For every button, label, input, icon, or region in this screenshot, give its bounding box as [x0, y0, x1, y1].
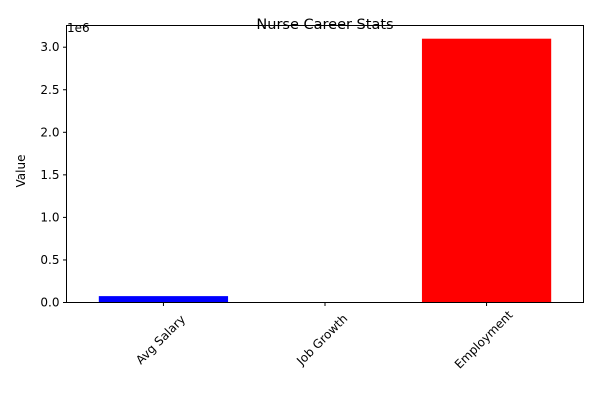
y-offset-label: 1e6 — [67, 21, 90, 35]
y-axis-ticks: 0.0 0.5 1.0 1.5 2.0 2.5 3.0 — [40, 40, 67, 310]
bars — [98, 38, 552, 303]
x-axis-ticks: Avg Salary Job Growth Employment — [133, 302, 516, 372]
bar-avg-salary — [98, 296, 229, 303]
y-tick-label: 1.0 — [40, 210, 59, 224]
y-tick-label: 1.5 — [40, 168, 59, 182]
plot-area-frame — [66, 25, 584, 303]
y-tick-label: 2.5 — [40, 83, 59, 97]
y-tick-label: 3.0 — [40, 40, 59, 54]
x-tick-label: Job Growth — [293, 311, 350, 368]
y-tick-label: 0.0 — [40, 296, 59, 310]
bar-employment — [421, 38, 552, 303]
y-tick-label: 0.5 — [40, 253, 59, 267]
x-tick-label: Employment — [452, 308, 516, 372]
y-axis-label: Value — [14, 155, 28, 188]
y-tick-label: 2.0 — [40, 125, 59, 139]
x-tick-label: Avg Salary — [133, 312, 188, 367]
